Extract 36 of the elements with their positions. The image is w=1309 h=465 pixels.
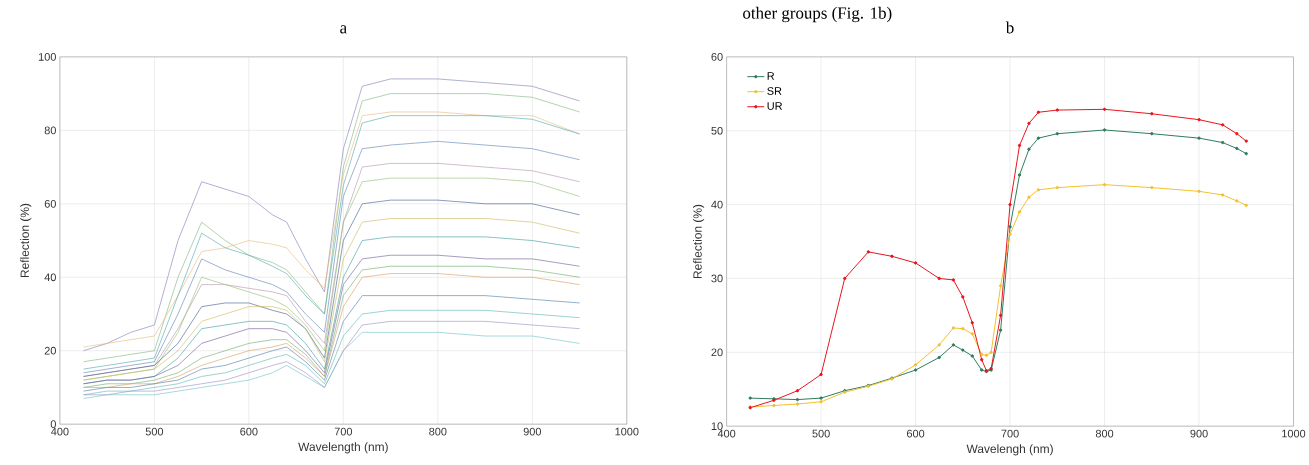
y-axis-title: Reflection (%) <box>693 204 705 278</box>
x-tick-label: 400 <box>717 429 736 438</box>
x-tick-label: 900 <box>523 427 541 436</box>
x-tick-label: 900 <box>1190 429 1208 438</box>
y-tick-label: 10 <box>711 422 723 430</box>
x-tick-label: 1000 <box>615 427 639 436</box>
x-tick-label: 700 <box>334 427 353 436</box>
x-tick-label: 800 <box>429 427 447 436</box>
y-tick-label: 20 <box>44 346 56 355</box>
y-tick-label: 60 <box>44 199 56 208</box>
legend-label: R <box>767 72 775 80</box>
y-tick-label: 30 <box>711 274 723 283</box>
y-tick-label: 20 <box>711 348 723 357</box>
x-tick-label: 500 <box>812 429 830 438</box>
x-tick-label: 700 <box>1001 429 1019 438</box>
y-tick-label: 40 <box>711 200 723 209</box>
y-axis-title: Reflection (%) <box>20 203 32 277</box>
chart-title: a <box>340 25 347 34</box>
x-tick-label: 600 <box>907 429 925 438</box>
x-tick-label: 500 <box>145 427 164 436</box>
x-axis-title: Wavelength (nm) <box>298 442 388 454</box>
text: other groups (Fig. 1b) <box>743 6 892 23</box>
y-tick-label: 50 <box>711 126 723 135</box>
legend-label: UR <box>767 102 783 110</box>
y-tick-label: 60 <box>711 52 723 61</box>
y-tick-label: 100 <box>38 52 56 61</box>
chart-title: b <box>1005 21 1014 34</box>
x-tick-label: 1000 <box>1282 429 1306 438</box>
x-axis-title: Wavelengh (nm) <box>966 444 1053 456</box>
x-tick-label: 400 <box>51 427 69 436</box>
x-tick-label: 600 <box>240 427 258 436</box>
y-tick-label: 80 <box>44 126 56 135</box>
x-tick-label: 800 <box>1095 429 1114 438</box>
y-tick-label: 0 <box>50 420 56 428</box>
y-tick-label: 40 <box>44 273 56 282</box>
legend-label: SR <box>767 87 782 95</box>
